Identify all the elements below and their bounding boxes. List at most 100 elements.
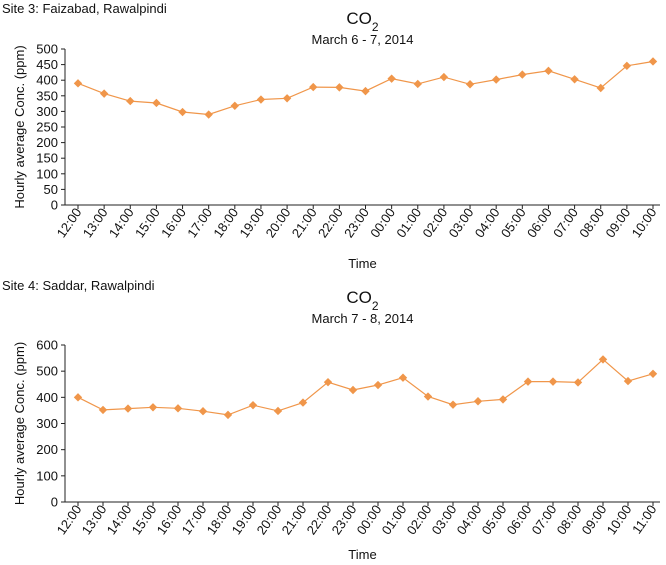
- chart-title: CO2: [346, 9, 379, 34]
- data-point: [473, 397, 483, 406]
- data-point: [230, 101, 240, 110]
- data-point: [223, 410, 233, 420]
- x-tick-label: 05:00: [498, 205, 529, 240]
- y-tick-label: 200: [36, 135, 58, 150]
- y-tick-label: 150: [36, 151, 58, 166]
- y-tick-label: 0: [51, 495, 58, 510]
- x-tick-label: 22:00: [315, 205, 346, 240]
- data-point: [335, 83, 344, 92]
- x-tick-label: 07:00: [529, 502, 560, 537]
- x-tick-label: 05:00: [479, 502, 510, 537]
- x-tick-label: 09:00: [579, 502, 610, 537]
- x-tick-label: 03:00: [429, 502, 460, 537]
- data-point: [148, 403, 158, 412]
- data-point: [544, 66, 553, 76]
- data-point: [99, 89, 109, 98]
- x-tick-label: 18:00: [210, 205, 241, 240]
- x-tick-label: 01:00: [393, 205, 424, 240]
- x-tick-label: 04:00: [454, 502, 485, 537]
- x-tick-label: 06:00: [504, 502, 535, 537]
- x-tick-label: 21:00: [279, 502, 310, 537]
- y-tick-label: 500: [36, 364, 58, 379]
- y-tick-label: 450: [36, 57, 58, 72]
- y-tick-label: 100: [36, 468, 58, 483]
- data-point: [448, 400, 458, 409]
- x-tick-label: 14:00: [104, 502, 135, 537]
- data-point: [498, 395, 508, 404]
- x-tick-label: 20:00: [254, 502, 285, 537]
- x-tick-label: 14:00: [106, 205, 137, 240]
- data-point: [204, 110, 213, 119]
- site-label: Site 4: Saddar, Rawalpindi: [2, 278, 155, 293]
- data-point: [152, 98, 161, 108]
- y-tick-label: 600: [36, 338, 58, 353]
- data-point: [198, 407, 208, 416]
- data-point: [282, 94, 292, 103]
- data-point: [323, 377, 333, 387]
- data-point: [398, 373, 408, 382]
- data-point: [598, 355, 608, 364]
- data-point: [361, 86, 370, 96]
- y-tick-label: 0: [51, 198, 58, 213]
- x-tick-label: 10:00: [604, 502, 635, 537]
- y-axis-title: Hourly average Conc. (ppm): [12, 342, 27, 505]
- data-point: [348, 385, 358, 395]
- x-tick-label: 15:00: [129, 502, 160, 537]
- x-tick-label: 04:00: [472, 205, 503, 240]
- data-point: [623, 376, 633, 386]
- x-tick-label: 08:00: [554, 502, 585, 537]
- series-line: [77, 358, 654, 416]
- x-tick-label: 19:00: [229, 502, 260, 537]
- x-tick-label: 10:00: [629, 205, 660, 240]
- x-tick-label: 23:00: [341, 205, 372, 240]
- x-axis-title: Time: [348, 547, 376, 562]
- data-point: [596, 83, 605, 93]
- y-tick-label: 300: [36, 104, 58, 119]
- chart-subtitle: March 7 - 8, 2014: [312, 311, 414, 326]
- data-point: [423, 392, 433, 401]
- x-tick-label: 11:00: [629, 502, 659, 536]
- data-point: [465, 80, 475, 89]
- data-point: [387, 74, 396, 83]
- x-tick-label: 16:00: [154, 502, 185, 537]
- y-tick-label: 400: [36, 390, 58, 405]
- data-point: [173, 404, 183, 413]
- data-point: [573, 378, 583, 387]
- y-tick-label: 500: [36, 42, 58, 57]
- data-point: [622, 61, 632, 71]
- x-tick-label: 22:00: [304, 502, 335, 537]
- x-tick-label: 18:00: [204, 502, 235, 537]
- data-point: [373, 380, 383, 390]
- x-tick-label: 09:00: [602, 205, 633, 240]
- data-point: [523, 377, 533, 386]
- data-point: [491, 75, 501, 84]
- data-point: [73, 393, 83, 402]
- x-tick-label: 03:00: [446, 205, 477, 240]
- x-tick-label: 07:00: [550, 205, 581, 240]
- y-tick-label: 250: [36, 120, 58, 135]
- x-tick-label: 23:00: [329, 502, 360, 537]
- data-point: [248, 400, 258, 410]
- data-point: [126, 96, 135, 106]
- y-tick-label: 100: [36, 166, 58, 181]
- x-tick-label: 12:00: [54, 502, 85, 537]
- chart-title: CO2: [346, 288, 379, 313]
- x-tick-label: 21:00: [289, 205, 320, 240]
- y-tick-label: 350: [36, 88, 58, 103]
- y-tick-label: 50: [44, 182, 58, 197]
- data-point: [73, 79, 83, 88]
- x-tick-label: 15:00: [132, 205, 163, 240]
- y-axis-title: Hourly average Conc. (ppm): [12, 45, 27, 208]
- data-point: [648, 57, 658, 66]
- x-tick-label: 13:00: [80, 205, 111, 240]
- data-point: [178, 107, 187, 117]
- data-point: [439, 72, 449, 82]
- x-tick-label: 17:00: [179, 502, 210, 537]
- x-tick-label: 06:00: [524, 205, 555, 240]
- x-tick-label: 00:00: [367, 205, 398, 240]
- data-point: [648, 369, 658, 378]
- data-point: [273, 406, 283, 416]
- x-tick-label: 13:00: [79, 502, 110, 537]
- x-tick-label: 16:00: [158, 205, 189, 240]
